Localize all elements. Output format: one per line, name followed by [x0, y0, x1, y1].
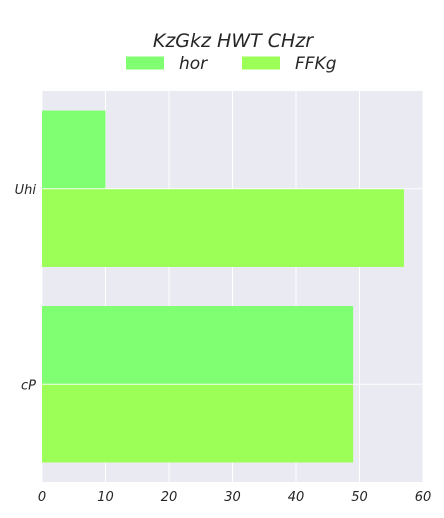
y-tick-label: Uhi — [15, 183, 37, 198]
y-tick-label: cP — [21, 378, 36, 393]
y-axis-ticks: Uhi cP — [15, 183, 37, 394]
bar-FFKg-cP — [42, 384, 354, 463]
x-tick-label: 60 — [415, 490, 432, 505]
x-tick-label: 40 — [288, 490, 305, 505]
bar-hor-cP — [42, 306, 354, 385]
legend-label-hor: hor — [179, 54, 208, 74]
legend-swatch-hor — [126, 56, 164, 70]
legend-label-FFKg: FFKg — [295, 54, 337, 74]
chart-title: KzGkz HWT CHzr — [153, 30, 314, 52]
x-axis-ticks: 0 10 20 30 40 50 60 — [38, 490, 431, 505]
x-tick-label: 20 — [161, 490, 178, 505]
legend: hor FFKg — [126, 54, 337, 74]
x-tick-label: 10 — [97, 490, 114, 505]
x-tick-label: 0 — [38, 490, 46, 505]
bar-FFKg-Uhi — [42, 188, 404, 267]
x-tick-label: 30 — [224, 490, 241, 505]
legend-swatch-FFKg — [242, 56, 280, 70]
bars — [42, 110, 423, 463]
x-tick-label: 50 — [351, 490, 368, 505]
bar-hor-Uhi — [42, 110, 106, 189]
